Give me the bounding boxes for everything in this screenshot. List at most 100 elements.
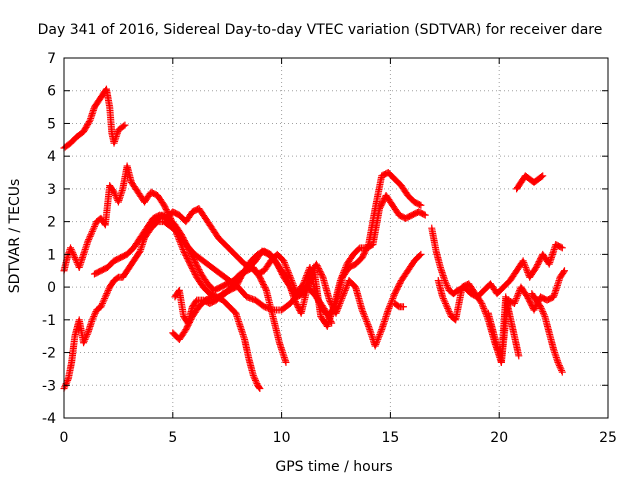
plot-frame [63,57,609,419]
data-point [361,313,369,321]
data-point [374,335,382,343]
series-track-h [391,299,407,311]
data-point [282,262,290,270]
data-point [281,260,289,268]
data-point [442,280,450,288]
data-point [61,383,69,391]
data-point [442,278,450,286]
data-point [337,275,345,283]
data-point [371,342,379,350]
data-point [442,299,450,307]
data-point [338,272,346,280]
data-point [439,295,447,303]
data-point [443,303,451,311]
y-tick-label: -4 [42,411,56,427]
data-point [340,268,348,276]
data-point [362,316,370,324]
data-point [85,118,93,126]
data-point [105,285,113,293]
y-tick-label: 1 [47,247,56,263]
data-point [537,304,545,312]
data-point [441,277,449,285]
data-point [339,270,347,278]
series-track-k [484,293,523,366]
data-point [337,298,345,306]
data-point [342,262,350,270]
data-point [98,301,106,309]
data-point [98,299,106,307]
data-point [81,335,89,343]
data-point [90,311,98,319]
data-point [99,298,107,306]
data-point [387,298,395,306]
data-point [515,352,523,360]
data-point [100,296,108,304]
data-point [560,268,568,276]
data-point [479,303,487,311]
y-axis-label: SDTVAR / TECUs [7,179,23,294]
y-tick-label: 7 [47,51,56,67]
data-point [521,262,529,270]
data-point [385,304,393,312]
data-point [514,290,522,298]
data-point [67,245,75,253]
data-point [82,334,90,342]
data-point [558,368,566,376]
data-point [89,314,97,322]
data-point [335,301,343,309]
data-point [280,257,288,265]
data-point [512,296,520,304]
data-point [360,311,368,319]
data-point [477,298,485,306]
data-point [478,299,486,307]
data-point [386,301,394,309]
data-point [421,211,429,219]
data-point [255,383,263,391]
chart-title: Day 341 of 2016, Sidereal Day-to-day VTE… [38,22,603,38]
data-point [83,331,91,339]
data-point [90,313,98,321]
data-point [67,244,75,252]
data-point [522,265,530,273]
data-point [444,304,452,312]
data-point [376,329,384,337]
data-point [109,187,117,195]
data-point [82,332,90,340]
data-point [343,281,351,289]
data-point [513,293,521,301]
y-tick-label: 2 [47,215,56,231]
data-point [282,358,290,366]
data-point [333,306,341,314]
data-point [557,243,565,251]
data-point [334,304,342,312]
data-point [444,283,452,291]
x-tick-label: 25 [599,430,617,446]
data-point [372,339,380,347]
data-point [64,376,72,384]
data-point [280,259,288,267]
data-point [478,301,486,309]
data-point [337,296,345,304]
series-track-f [171,191,429,330]
data-point [252,378,260,386]
data-point [104,286,112,294]
data-point [101,293,109,301]
data-point [359,309,367,317]
data-point [416,201,424,209]
data-point [85,234,93,242]
data-point [399,303,407,311]
series-track-g [169,247,425,350]
data-point [341,286,349,294]
y-tick-label: 6 [47,84,56,100]
x-tick-label: 10 [273,430,291,446]
series-track-a [60,85,129,152]
data-point [372,340,380,348]
data-point [389,295,397,303]
data-point [439,293,447,301]
data-point [97,303,105,311]
data-point [359,308,367,316]
data-point [176,237,184,245]
data-point [539,308,547,316]
data-point [555,360,563,368]
